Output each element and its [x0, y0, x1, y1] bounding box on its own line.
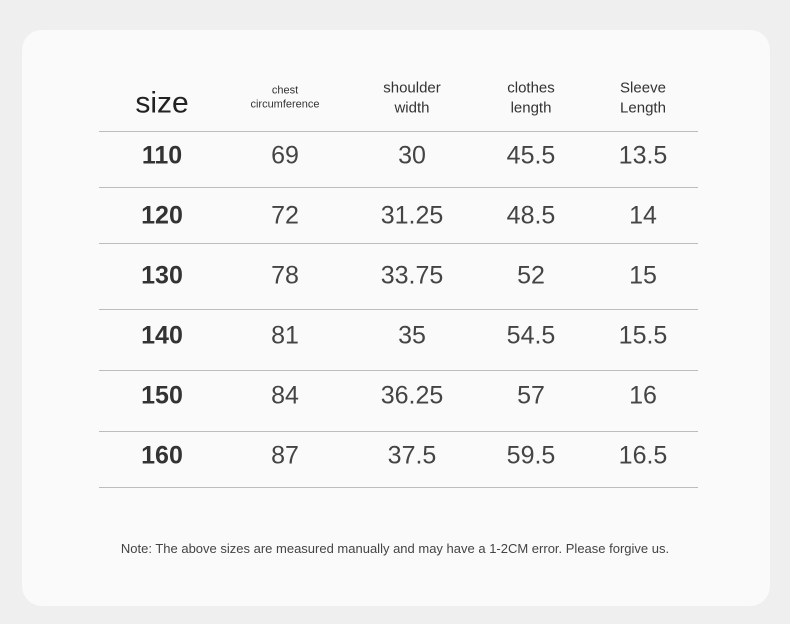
measurement: 33.75 — [380, 261, 444, 290]
row-divider — [99, 243, 698, 244]
measurement: 13.5 — [618, 141, 668, 170]
header-line: size — [135, 86, 189, 120]
measurement: 15.5 — [618, 321, 668, 350]
size-label: 140 — [141, 321, 183, 350]
measurement: 57 — [517, 381, 545, 410]
measurement: 14 — [629, 201, 657, 230]
measurement: 69 — [271, 141, 299, 170]
header-line: Sleeve — [620, 79, 666, 97]
header-line: clothes — [507, 79, 555, 97]
column-header: clothes length — [507, 79, 555, 118]
header-line: chest — [271, 84, 299, 97]
measurement: 35 — [398, 321, 426, 350]
measurement: 52 — [517, 261, 545, 290]
measurement: 48.5 — [506, 201, 556, 230]
size-label: 150 — [141, 381, 183, 410]
row-divider — [99, 187, 698, 188]
column-header: size — [135, 84, 188, 123]
row-divider — [99, 431, 698, 432]
measurement: 84 — [271, 381, 299, 410]
measurement: 31.25 — [380, 201, 444, 230]
header-line: width — [394, 99, 430, 116]
measurement: 54.5 — [506, 321, 556, 350]
column-header: shoulder width — [383, 79, 441, 118]
note: Note: The above sizes are measured manua… — [120, 541, 670, 556]
size-label: 130 — [141, 261, 183, 290]
header-line: shoulder — [383, 79, 441, 97]
header-line: circumference — [250, 99, 320, 111]
size-label: 120 — [141, 201, 183, 230]
size-label: 160 — [141, 441, 183, 470]
header-line: length — [510, 99, 552, 116]
size-label: 110 — [141, 141, 183, 170]
measurement: 16.5 — [618, 441, 668, 470]
row-divider — [99, 370, 698, 371]
row-divider — [99, 131, 698, 132]
measurement: 87 — [271, 441, 299, 470]
measurement: 78 — [271, 261, 299, 290]
measurement: 72 — [271, 201, 299, 230]
measurement: 37.5 — [387, 441, 437, 470]
row-divider — [99, 309, 698, 310]
measurement: 45.5 — [506, 141, 556, 170]
measurement: 15 — [629, 261, 657, 290]
measurement: 30 — [398, 141, 426, 170]
card — [22, 30, 770, 606]
measurement: 36.25 — [380, 381, 444, 410]
measurement: 81 — [271, 321, 299, 350]
measurement: 59.5 — [506, 441, 556, 470]
header-line: Length — [620, 99, 666, 116]
column-header: chest circumference — [250, 84, 319, 113]
row-divider — [99, 487, 698, 488]
measurement: 16 — [629, 381, 657, 410]
column-header: Sleeve Length — [620, 79, 666, 118]
